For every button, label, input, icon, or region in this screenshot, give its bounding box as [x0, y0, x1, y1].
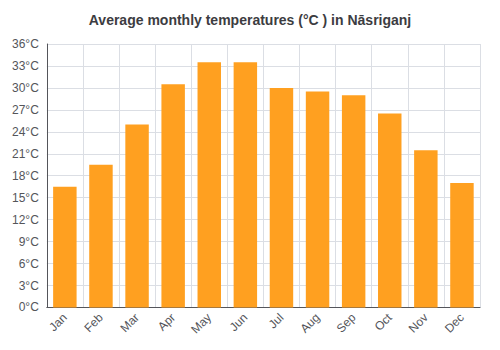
svg-text:24°C: 24°C: [12, 125, 39, 139]
svg-text:6°C: 6°C: [19, 257, 39, 271]
svg-text:9°C: 9°C: [19, 235, 39, 249]
svg-text:15°C: 15°C: [12, 191, 39, 205]
svg-text:Average monthly temperatures (: Average monthly temperatures (°C ) in Nā…: [89, 12, 412, 28]
svg-text:36°C: 36°C: [12, 37, 39, 51]
svg-text:Dec: Dec: [442, 311, 467, 336]
svg-text:May: May: [188, 311, 214, 337]
svg-text:Feb: Feb: [81, 310, 106, 335]
svg-text:Jan: Jan: [46, 311, 70, 335]
svg-text:Nov: Nov: [406, 311, 431, 336]
svg-text:18°C: 18°C: [12, 169, 39, 183]
svg-text:21°C: 21°C: [12, 147, 39, 161]
svg-text:27°C: 27°C: [12, 103, 39, 117]
svg-text:33°C: 33°C: [12, 59, 39, 73]
svg-text:Sep: Sep: [334, 310, 359, 335]
svg-text:3°C: 3°C: [19, 279, 39, 293]
svg-text:Jul: Jul: [266, 311, 287, 332]
svg-text:Mar: Mar: [118, 311, 143, 335]
svg-text:12°C: 12°C: [12, 213, 39, 227]
svg-text:0°C: 0°C: [19, 300, 39, 314]
svg-text:30°C: 30°C: [12, 81, 39, 95]
svg-text:Aug: Aug: [298, 311, 323, 336]
svg-text:Apr: Apr: [155, 311, 178, 334]
svg-text:Jun: Jun: [227, 311, 251, 335]
svg-text:Oct: Oct: [372, 310, 396, 334]
